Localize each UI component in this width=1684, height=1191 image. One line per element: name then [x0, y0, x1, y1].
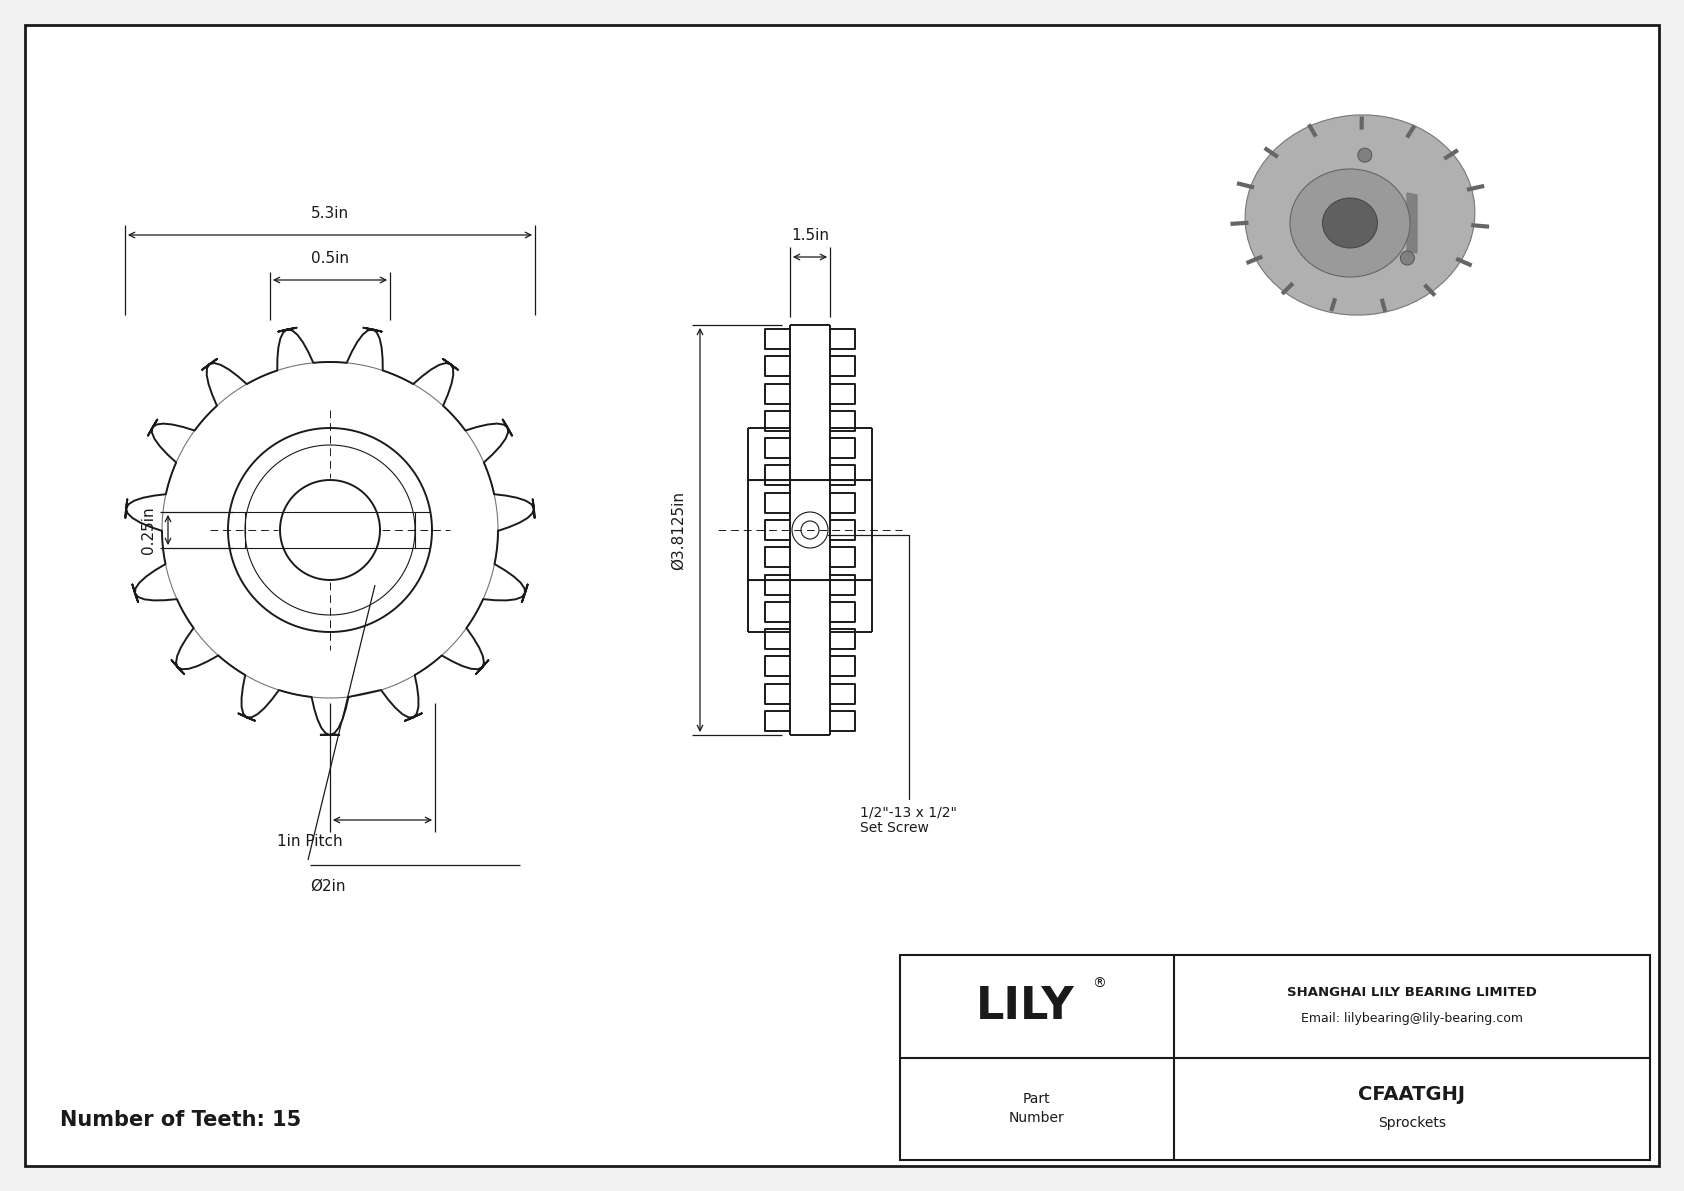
Bar [899, 955, 1650, 1160]
Text: Sprockets: Sprockets [1378, 1116, 1447, 1130]
Ellipse shape [1290, 169, 1410, 278]
Text: ®: ® [1091, 978, 1106, 991]
Text: 5.3in: 5.3in [312, 206, 349, 222]
Ellipse shape [1244, 114, 1475, 316]
Text: SHANGHAI LILY BEARING LIMITED: SHANGHAI LILY BEARING LIMITED [1287, 986, 1537, 999]
Text: Number of Teeth: 15: Number of Teeth: 15 [61, 1110, 301, 1130]
Text: Ø3.8125in: Ø3.8125in [670, 491, 685, 569]
Text: 1.5in: 1.5in [791, 227, 829, 243]
Text: Email: lilybearing@lily-bearing.com: Email: lilybearing@lily-bearing.com [1300, 1011, 1522, 1024]
Text: LILY: LILY [975, 985, 1074, 1028]
Text: Part
Number: Part Number [1009, 1092, 1064, 1125]
Text: CFAATGHJ: CFAATGHJ [1359, 1085, 1465, 1104]
Text: 0.5in: 0.5in [312, 251, 349, 266]
Text: 1/2"-13 x 1/2"
Set Screw: 1/2"-13 x 1/2" Set Screw [829, 535, 957, 835]
Ellipse shape [1322, 198, 1378, 248]
Polygon shape [1408, 193, 1416, 252]
Circle shape [1401, 251, 1415, 266]
Text: Ø2in: Ø2in [310, 879, 345, 894]
Circle shape [1357, 148, 1372, 162]
Text: 0.25in: 0.25in [141, 506, 157, 554]
Text: 1in Pitch: 1in Pitch [278, 834, 344, 849]
